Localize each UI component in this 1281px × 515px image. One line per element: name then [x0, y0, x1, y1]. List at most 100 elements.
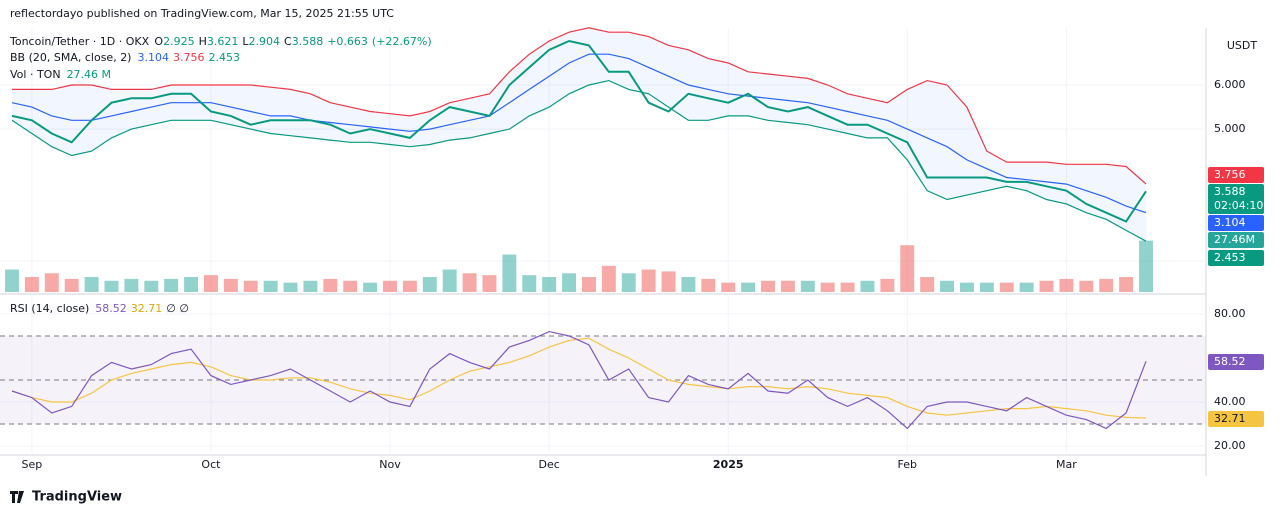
volume-bar: [761, 280, 775, 292]
volume-bar: [940, 280, 955, 292]
legend-item: 32.71: [131, 302, 163, 315]
price-label: 27.46M: [1214, 233, 1255, 246]
logo-icon: [10, 491, 24, 503]
legend-item: (+22.67%): [372, 35, 432, 48]
volume-bar: [164, 278, 179, 292]
volume-bar: [641, 269, 656, 292]
volume-bar: [323, 278, 338, 292]
volume-bar: [124, 278, 139, 292]
legend-item: Toncoin/Tether · 1D · OKX: [9, 35, 150, 48]
series-line: [11, 337, 1147, 419]
volume-bar: [681, 277, 696, 292]
y-tick-label: 6.000: [1214, 78, 1246, 91]
x-tick-label: Sep: [22, 458, 43, 471]
volume-bar: [542, 277, 557, 292]
currency-label[interactable]: USDT: [1227, 39, 1258, 52]
volume-bar: [741, 282, 756, 292]
y-tick-label: 20.00: [1214, 439, 1246, 452]
price-label-box: [1208, 215, 1264, 231]
published-line: reflectordayo published on TradingView.c…: [10, 7, 394, 20]
volume-bar: [1039, 280, 1054, 292]
legend-row: Toncoin/Tether · 1D · OKX O2.925 H3.621 L2.…: [9, 35, 432, 48]
volume-bar: [462, 273, 477, 292]
volume-bar: [203, 275, 218, 292]
volume-bar: [840, 282, 855, 292]
legend-row: RSI (14, close) 58.52 32.71 ∅ ∅: [10, 302, 189, 315]
price-label-box: [1208, 232, 1264, 248]
volume-bar: [562, 273, 577, 292]
price-label: 2.453: [1214, 251, 1246, 264]
volume-bar: [64, 278, 79, 292]
volume-bar: [880, 278, 895, 292]
volume-bar: [223, 278, 238, 292]
price-label-box: [1208, 354, 1264, 370]
volume-bar: [800, 280, 815, 292]
price-label: 32.71: [1214, 412, 1246, 425]
x-tick-label: Mar: [1056, 458, 1077, 471]
price-label-box: [1208, 411, 1264, 427]
volume-bar: [363, 282, 378, 292]
volume-bar: [402, 280, 417, 292]
legend-row: BB (20, SMA, close, 2) 3.104 3.756 2.453: [10, 51, 240, 64]
volume-bar: [780, 280, 795, 292]
legend-item: 27.46 M: [67, 68, 111, 81]
price-label-box: [1208, 250, 1264, 266]
legend-item: C: [284, 35, 292, 48]
price-label: 3.104: [1214, 216, 1246, 229]
volume-bar: [303, 280, 318, 292]
x-tick-label: Oct: [201, 458, 221, 471]
volume-bar: [243, 280, 258, 292]
volume-bar: [1019, 282, 1034, 292]
volume-bar: [601, 265, 616, 292]
series-line: [11, 79, 1147, 242]
volume-bar: [263, 280, 278, 292]
volume-bar: [979, 282, 994, 292]
volume-bar: [502, 254, 517, 292]
volume-bar: [5, 269, 19, 292]
volume-bar: [144, 280, 159, 292]
legend-item: 3.104: [137, 51, 169, 64]
volume-bar: [104, 280, 119, 292]
volume-bar: [522, 275, 537, 292]
legend-item: Vol · TON: [10, 68, 61, 81]
volume-bar: [422, 277, 437, 292]
volume-bar: [1059, 278, 1074, 292]
volume-bar: [84, 277, 99, 292]
legend-item: 2.453: [208, 51, 240, 64]
legend-item: 2.925: [163, 35, 195, 48]
price-label: 02:04:10: [1214, 199, 1263, 212]
volume-bar: [581, 277, 596, 292]
legend-item: 2.904: [249, 35, 281, 48]
x-tick-label: Feb: [898, 458, 917, 471]
y-tick-label: 80.00: [1214, 307, 1246, 320]
volume-bar: [283, 282, 298, 292]
volume-bar: [482, 275, 497, 292]
volume-bar: [900, 245, 915, 292]
legend-item: H: [199, 35, 207, 48]
series-line: [12, 27, 1147, 185]
legend-row: Vol · TON 27.46 M: [10, 68, 111, 81]
x-tick-label: Nov: [379, 458, 401, 471]
legend-item: ∅ ∅: [166, 302, 189, 315]
volume-bar: [820, 282, 835, 292]
volume-bar: [621, 273, 636, 292]
price-label: 3.588: [1214, 185, 1246, 198]
y-tick-label: 5.000: [1214, 122, 1246, 135]
volume-bar: [1119, 277, 1134, 292]
volume-bar: [661, 271, 676, 292]
price-label: 3.756: [1214, 168, 1246, 181]
volume-bar: [184, 277, 199, 292]
price-label-box: [1208, 184, 1264, 214]
volume-bar: [343, 280, 358, 292]
legend-item: BB (20, SMA, close, 2): [10, 51, 131, 64]
volume-bar: [1099, 278, 1114, 292]
legend-item: 3.588: [292, 35, 324, 48]
x-tick-label: 2025: [713, 458, 744, 471]
volume-bar: [442, 269, 457, 292]
legend-item: L: [242, 35, 249, 48]
x-tick-label: Dec: [539, 458, 560, 471]
volume-bar: [1139, 240, 1153, 292]
legend-item: RSI (14, close): [10, 302, 89, 315]
price-label-box: [1208, 167, 1264, 183]
